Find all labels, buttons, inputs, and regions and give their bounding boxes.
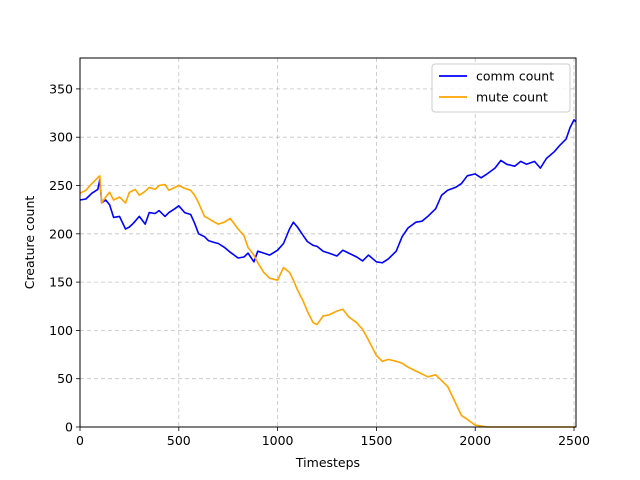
series-line-mute-count	[79, 175, 576, 428]
y-tick-label: 250	[49, 178, 73, 193]
y-axis-label: Creature count	[22, 196, 37, 290]
legend-label: comm count	[476, 69, 554, 84]
y-tick-label: 150	[49, 275, 73, 290]
x-tick-label: 1500	[361, 433, 393, 448]
y-axis-ticks: 0 50 100 150 200 250 300 350	[49, 81, 80, 435]
series-line-comm-count	[79, 119, 577, 264]
x-axis-label: Timesteps	[295, 455, 360, 470]
x-tick-label: 1000	[262, 433, 294, 448]
y-tick-label: 350	[49, 81, 73, 96]
x-tick-label: 2000	[459, 433, 491, 448]
x-tick-label: 500	[167, 433, 191, 448]
legend-label: mute count	[476, 90, 548, 105]
y-tick-label: 100	[49, 323, 73, 338]
legend: comm count mute count	[431, 63, 571, 113]
series-layer	[79, 119, 577, 428]
x-tick-label: 0	[76, 433, 84, 448]
y-tick-label: 50	[57, 371, 73, 386]
plot-frame	[79, 57, 577, 428]
y-tick-label: 200	[49, 226, 73, 241]
x-axis-ticks: 0 500 1000 1500 2000 2500	[76, 427, 590, 448]
x-tick-label: 2500	[558, 433, 590, 448]
y-tick-label: 0	[65, 420, 73, 435]
y-tick-label: 300	[49, 130, 73, 145]
